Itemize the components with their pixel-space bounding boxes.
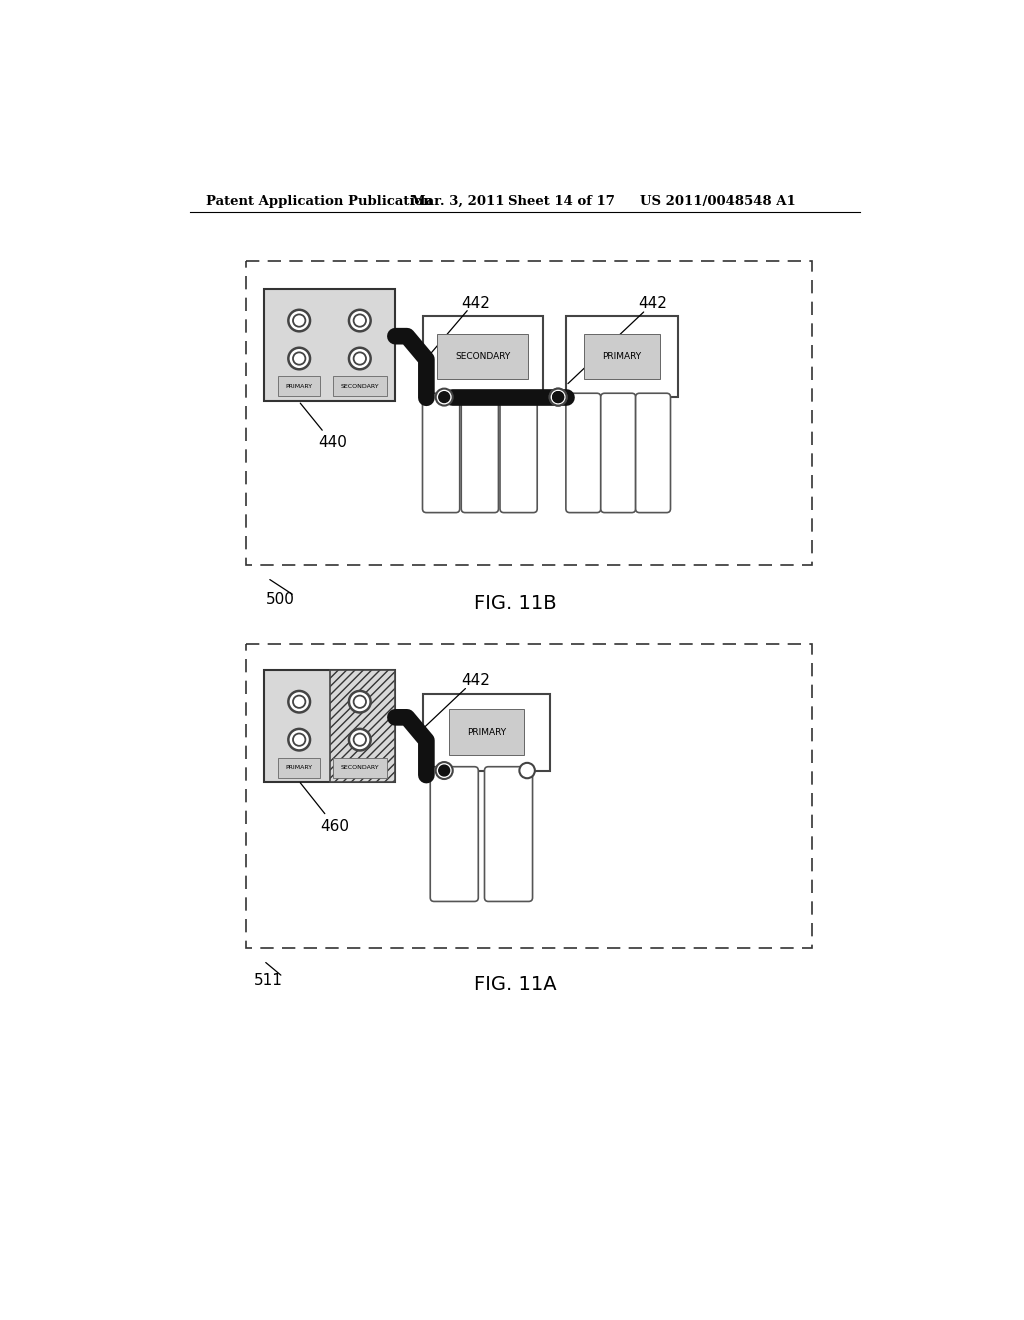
Circle shape bbox=[438, 392, 450, 403]
Text: FIG. 11A: FIG. 11A bbox=[474, 975, 557, 994]
Circle shape bbox=[289, 690, 310, 713]
Circle shape bbox=[289, 310, 310, 331]
FancyBboxPatch shape bbox=[246, 644, 812, 948]
Circle shape bbox=[553, 392, 563, 403]
FancyBboxPatch shape bbox=[430, 767, 478, 902]
Circle shape bbox=[349, 347, 371, 370]
Text: 440: 440 bbox=[300, 403, 347, 450]
Text: PRIMARY: PRIMARY bbox=[286, 384, 312, 389]
Text: 511: 511 bbox=[254, 973, 283, 989]
Circle shape bbox=[435, 388, 453, 405]
Circle shape bbox=[289, 729, 310, 751]
Circle shape bbox=[293, 734, 305, 746]
Circle shape bbox=[553, 392, 563, 403]
Text: 442: 442 bbox=[461, 673, 490, 688]
Circle shape bbox=[353, 352, 366, 364]
FancyBboxPatch shape bbox=[566, 317, 678, 397]
Circle shape bbox=[293, 352, 305, 364]
Text: Sheet 14 of 17: Sheet 14 of 17 bbox=[508, 195, 614, 209]
FancyBboxPatch shape bbox=[263, 289, 395, 401]
Circle shape bbox=[349, 690, 371, 713]
FancyBboxPatch shape bbox=[423, 393, 460, 512]
Text: PRIMARY: PRIMARY bbox=[286, 766, 312, 770]
Text: FIG. 11B: FIG. 11B bbox=[474, 594, 557, 612]
FancyBboxPatch shape bbox=[423, 317, 543, 397]
Circle shape bbox=[349, 310, 371, 331]
Text: 500: 500 bbox=[266, 593, 295, 607]
Circle shape bbox=[349, 729, 371, 751]
FancyBboxPatch shape bbox=[423, 693, 550, 771]
Text: SECONDARY: SECONDARY bbox=[341, 384, 379, 389]
Circle shape bbox=[353, 734, 366, 746]
FancyBboxPatch shape bbox=[636, 393, 671, 512]
FancyBboxPatch shape bbox=[500, 393, 538, 512]
FancyBboxPatch shape bbox=[601, 393, 636, 512]
FancyBboxPatch shape bbox=[263, 671, 395, 781]
Text: PRIMARY: PRIMARY bbox=[602, 352, 642, 362]
Circle shape bbox=[293, 696, 305, 708]
Text: 460: 460 bbox=[300, 783, 349, 834]
FancyBboxPatch shape bbox=[461, 393, 499, 512]
Circle shape bbox=[519, 763, 535, 779]
Circle shape bbox=[353, 314, 366, 327]
Circle shape bbox=[550, 388, 566, 405]
Circle shape bbox=[550, 388, 566, 405]
FancyBboxPatch shape bbox=[330, 671, 395, 781]
Text: 442: 442 bbox=[638, 296, 667, 310]
Circle shape bbox=[438, 766, 450, 776]
Circle shape bbox=[353, 696, 366, 708]
Text: US 2011/0048548 A1: US 2011/0048548 A1 bbox=[640, 195, 796, 209]
Text: 442: 442 bbox=[461, 296, 490, 310]
Circle shape bbox=[293, 314, 305, 327]
FancyBboxPatch shape bbox=[566, 393, 601, 512]
Text: SECONDARY: SECONDARY bbox=[455, 352, 510, 362]
FancyBboxPatch shape bbox=[246, 261, 812, 565]
Text: Mar. 3, 2011: Mar. 3, 2011 bbox=[411, 195, 505, 209]
Circle shape bbox=[289, 347, 310, 370]
Text: Patent Application Publication: Patent Application Publication bbox=[206, 195, 432, 209]
Text: SECONDARY: SECONDARY bbox=[341, 766, 379, 770]
FancyBboxPatch shape bbox=[484, 767, 532, 902]
Text: PRIMARY: PRIMARY bbox=[467, 727, 506, 737]
Circle shape bbox=[435, 762, 453, 779]
